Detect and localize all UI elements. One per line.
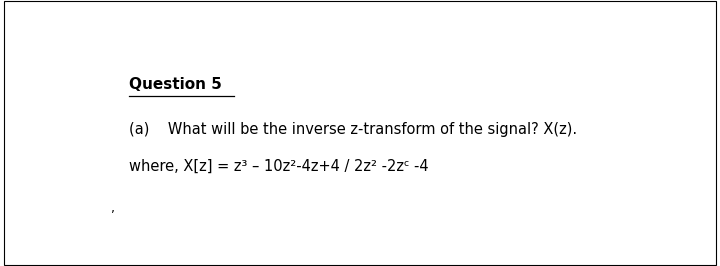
Text: where, X[z] = z³ – 10z²-4z+4 / 2z² -2zᶜ -4: where, X[z] = z³ – 10z²-4z+4 / 2z² -2zᶜ … [129, 159, 428, 174]
Text: ,: , [111, 202, 115, 215]
Text: (a)    What will be the inverse z-transform of the signal? X(z).: (a) What will be the inverse z-transform… [129, 122, 577, 137]
Text: Question 5: Question 5 [129, 77, 222, 92]
